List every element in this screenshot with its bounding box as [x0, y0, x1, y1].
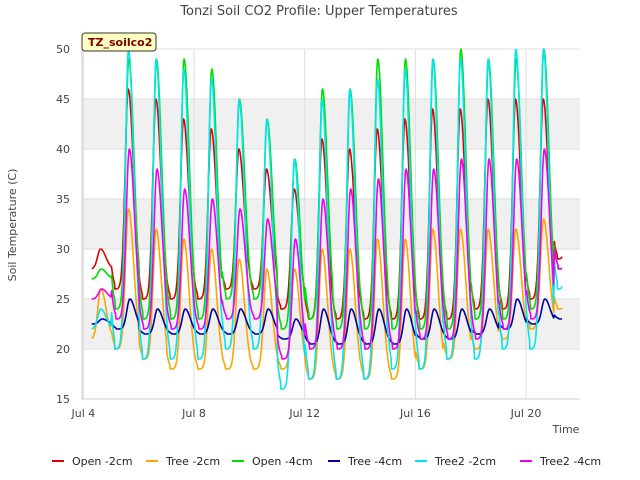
series-lines [91, 48, 563, 390]
y-tick-label: 40 [56, 143, 70, 156]
legend-item-Tree--4cm: Tree -4cm [328, 455, 402, 468]
y-tick-label: 15 [56, 393, 70, 406]
y-tick-label: 30 [56, 243, 70, 256]
legend-item-Open--2cm: Open -2cm [52, 455, 133, 468]
legend-label: Open -2cm [72, 455, 133, 468]
site-badge-text: TZ_soilco2 [88, 36, 152, 49]
legend-item-Tree2--4cm: Tree2 -4cm [520, 455, 601, 468]
site-badge-box [81, 32, 157, 52]
x-tick-label: Jul 8 [181, 407, 206, 420]
y-tick-label: 35 [56, 193, 70, 206]
legend-label: Tree -2cm [165, 455, 220, 468]
series-line-Tree2--2cm [91, 48, 563, 390]
grid-band [82, 99, 580, 149]
x-axis-label: Time [552, 423, 580, 436]
y-axis-label: Soil Temperature (C) [6, 169, 19, 282]
y-tick-label: 45 [56, 93, 70, 106]
series-line-Tree2--4cm [91, 148, 563, 360]
x-tick-label: Jul 20 [510, 407, 542, 420]
chart-title: Tonzi Soil CO2 Profile: Upper Temperatur… [179, 4, 458, 19]
series-line-Tree--4cm [91, 298, 563, 345]
x-tick-labels: Jul 4 Jul 8 Jul 12 Jul 16 Jul 20 [70, 407, 541, 420]
legend-item-Open--4cm: Open -4cm [232, 455, 313, 468]
y-tick-label: 25 [56, 293, 70, 306]
x-tick-label: Jul 12 [288, 407, 320, 420]
legend-label: Tree2 -2cm [434, 455, 496, 468]
legend-item-Tree--2cm: Tree -2cm [146, 455, 220, 468]
legend-label: Tree -4cm [347, 455, 402, 468]
axes [81, 49, 580, 400]
y-tick-labels: 15 20 25 30 35 40 45 50 [56, 43, 70, 406]
x-tick-label: Jul 4 [70, 407, 95, 420]
site-badge: TZ_soilco2 [81, 32, 157, 52]
y-tick-label: 50 [56, 43, 70, 56]
legend-item-Tree2--2cm: Tree2 -2cm [415, 455, 496, 468]
y-tick-label: 20 [56, 343, 70, 356]
x-tick-label: Jul 16 [399, 407, 431, 420]
legend-label: Open -4cm [252, 455, 313, 468]
legend-label: Tree2 -4cm [539, 455, 601, 468]
legend: Open -2cm Tree -2cm Open -4cm Tree -4cm Tree… [52, 455, 601, 468]
